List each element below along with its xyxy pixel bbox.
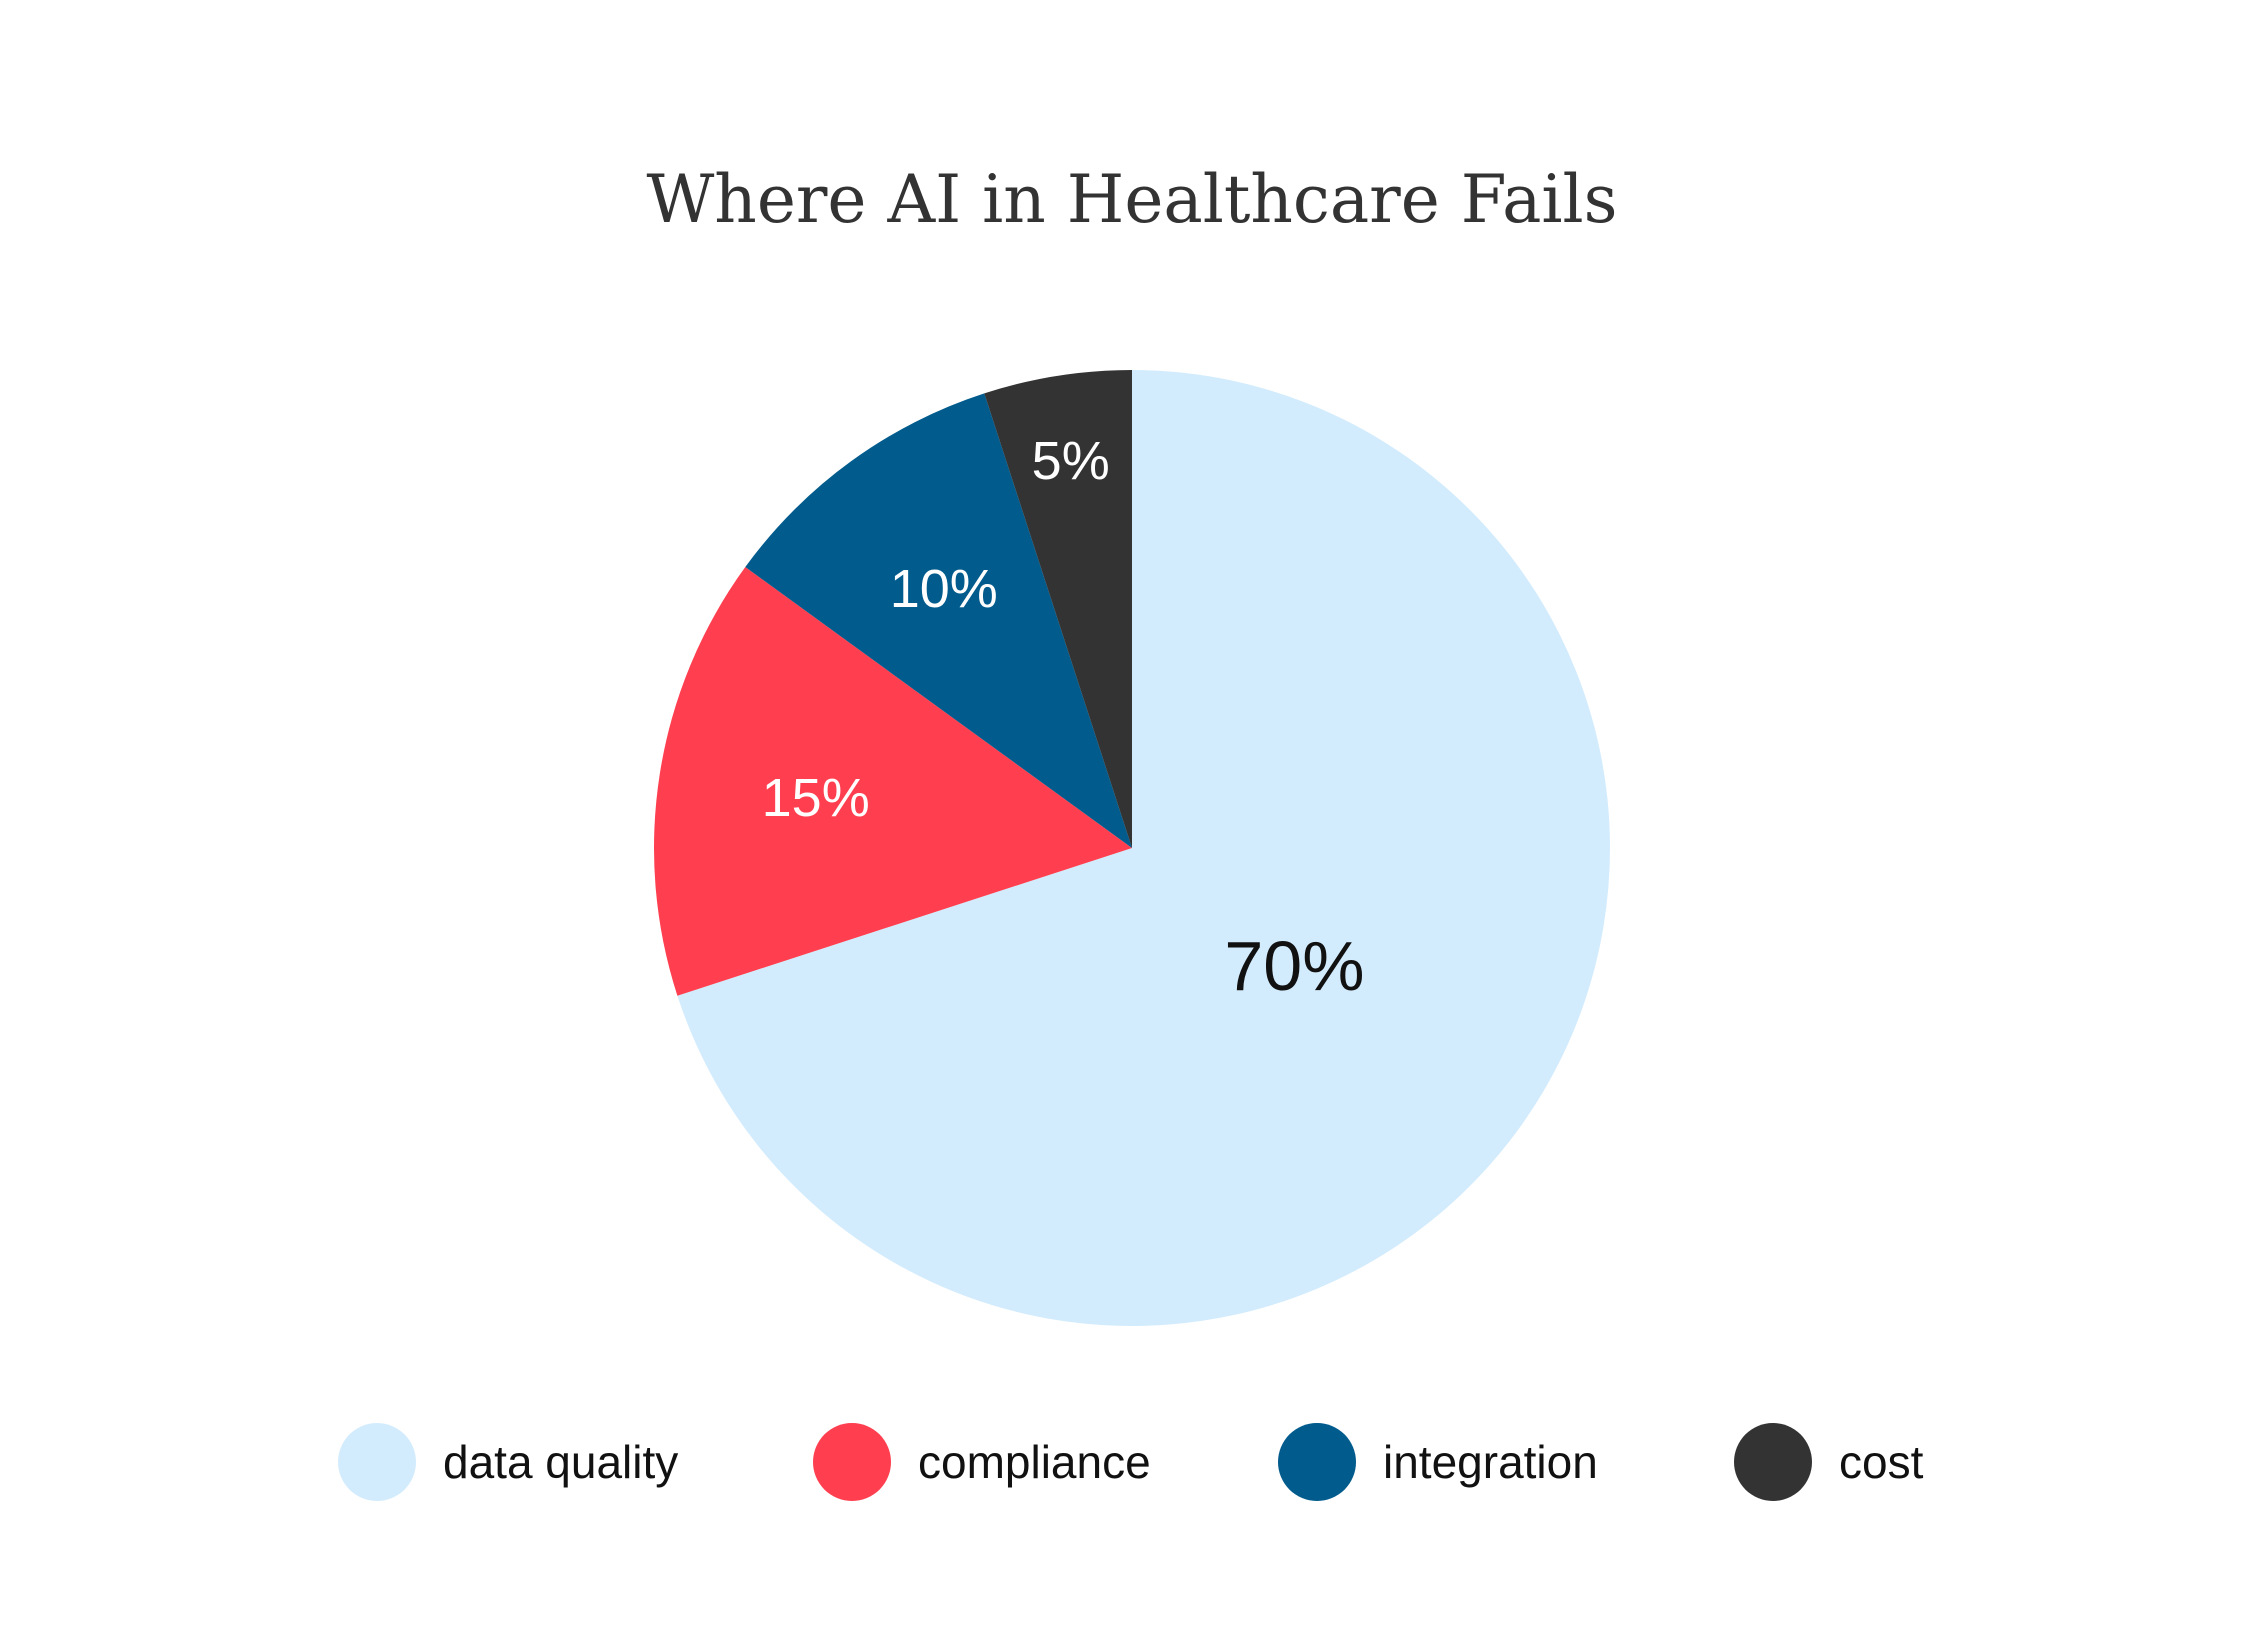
pie-slice-data-quality: [677, 370, 1610, 1326]
legend-label-compliance: compliance: [918, 1436, 1151, 1488]
legend-swatch-cost: [1734, 1423, 1812, 1501]
legend-swatch-integration: [1278, 1423, 1356, 1501]
chart-title: Where AI in Healthcare Fails: [646, 161, 1617, 238]
slice-label-integration: 10%: [890, 559, 998, 619]
legend-label-integration: integration: [1383, 1436, 1598, 1488]
legend-swatch-compliance: [813, 1423, 891, 1501]
legend-item-integration: integration: [1278, 1423, 1598, 1501]
pie-slice-compliance: [654, 567, 1132, 996]
slice-label-compliance: 15%: [762, 768, 870, 828]
legend-item-compliance: compliance: [813, 1423, 1151, 1501]
legend-label-data-quality: data quality: [443, 1436, 678, 1488]
pie-slice-cost: [984, 370, 1132, 848]
slice-label-cost: 5%: [1032, 431, 1110, 491]
legend: data quality compliance integration cost: [338, 1423, 1924, 1501]
legend-label-cost: cost: [1839, 1436, 1924, 1488]
legend-swatch-data-quality: [338, 1423, 416, 1501]
pie-slice-integration: [745, 393, 1132, 848]
legend-item-data-quality: data quality: [338, 1423, 678, 1501]
pie-slices: [654, 370, 1610, 1326]
slice-label-data-quality: 70%: [1224, 927, 1364, 1005]
legend-item-cost: cost: [1734, 1423, 1924, 1501]
pie-slice-labels: 70% 15% 10% 5%: [762, 431, 1365, 1005]
